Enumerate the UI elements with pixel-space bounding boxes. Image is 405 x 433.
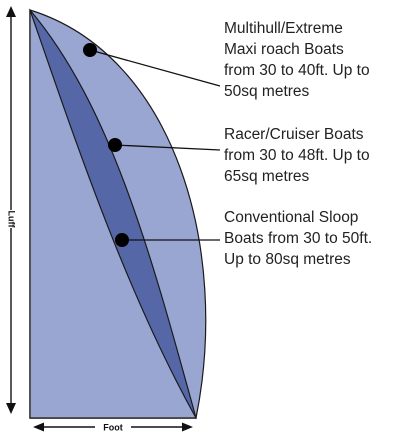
callout-conventional-sloop-line-3: Up to 80sq metres xyxy=(224,251,351,268)
luff-label: Luff xyxy=(7,211,17,229)
foot-arrow-right-icon xyxy=(182,422,193,432)
callout-racer-cruiser: Racer/Cruiser Boats from 30 to 48ft. Up … xyxy=(108,126,370,185)
luff-arrow-up-icon xyxy=(6,6,16,17)
callout-conventional-sloop-line-2: Boats from 30 to 50ft. xyxy=(224,230,372,247)
callout-multihull: Multihull/Extreme Maxi roach Boats from … xyxy=(83,20,370,100)
callout-racer-cruiser-line-1: Racer/Cruiser Boats xyxy=(224,126,364,143)
callout-racer-cruiser-line-2: from 30 to 48ft. Up to xyxy=(224,147,370,164)
foot-arrow-left-icon xyxy=(33,422,44,432)
luff-dimension: Luff xyxy=(6,6,17,414)
conventional-sloop-sail-shape xyxy=(29,9,198,419)
callout-multihull-line-1: Multihull/Extreme xyxy=(224,20,343,37)
callout-racer-cruiser-dot xyxy=(108,138,122,152)
callout-conventional-sloop-line-1: Conventional Sloop xyxy=(224,209,358,226)
callout-conventional-sloop: Conventional Sloop Boats from 30 to 50ft… xyxy=(115,209,372,268)
callout-conventional-sloop-dot xyxy=(115,233,129,247)
callout-racer-cruiser-leader xyxy=(114,144,221,151)
callout-multihull-line-4: 50sq metres xyxy=(224,83,310,100)
foot-label: Foot xyxy=(103,423,123,433)
callout-multihull-leader xyxy=(89,49,221,87)
foot-dimension: Foot xyxy=(33,422,193,433)
callout-multihull-line-3: from 30 to 40ft. Up to xyxy=(224,62,370,79)
callout-racer-cruiser-line-3: 65sq metres xyxy=(224,168,310,185)
callout-multihull-dot xyxy=(83,43,97,57)
luff-arrow-down-icon xyxy=(6,403,16,414)
callout-multihull-line-2: Maxi roach Boats xyxy=(224,41,344,58)
sail-shapes xyxy=(29,8,207,419)
